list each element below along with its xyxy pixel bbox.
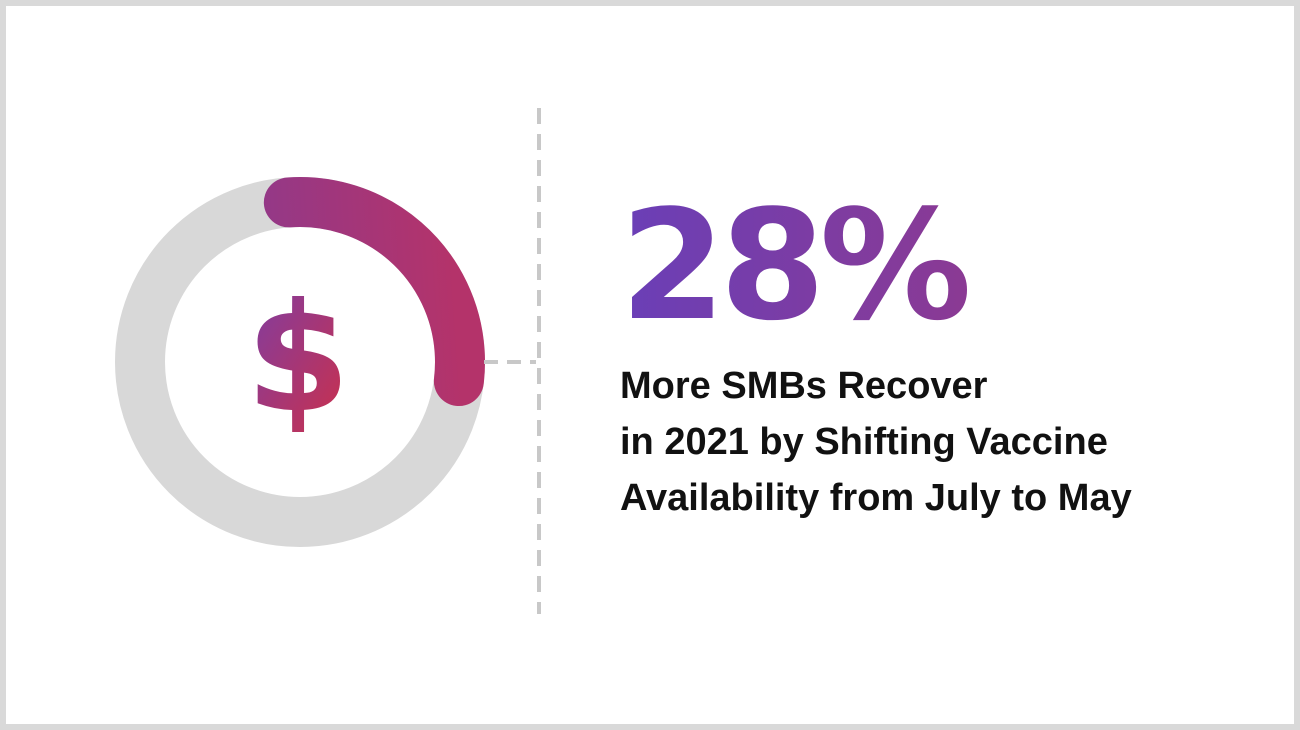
stat-block: 28% More SMBs Recover in 2021 by Shiftin… <box>620 190 1240 526</box>
caption-line: in 2021 by Shifting Vaccine <box>620 421 1108 463</box>
caption-line: More SMBs Recover <box>620 365 988 407</box>
dashed-bracket <box>537 106 775 616</box>
headline-percentage: 28% <box>620 190 1240 342</box>
dollar-sign-icon: $ <box>246 272 350 446</box>
stat-caption: More SMBs Recover in 2021 by Shifting Va… <box>620 358 1240 526</box>
gauge-progress-arc <box>115 177 485 547</box>
caption-line: Availability from July to May <box>620 477 1132 519</box>
